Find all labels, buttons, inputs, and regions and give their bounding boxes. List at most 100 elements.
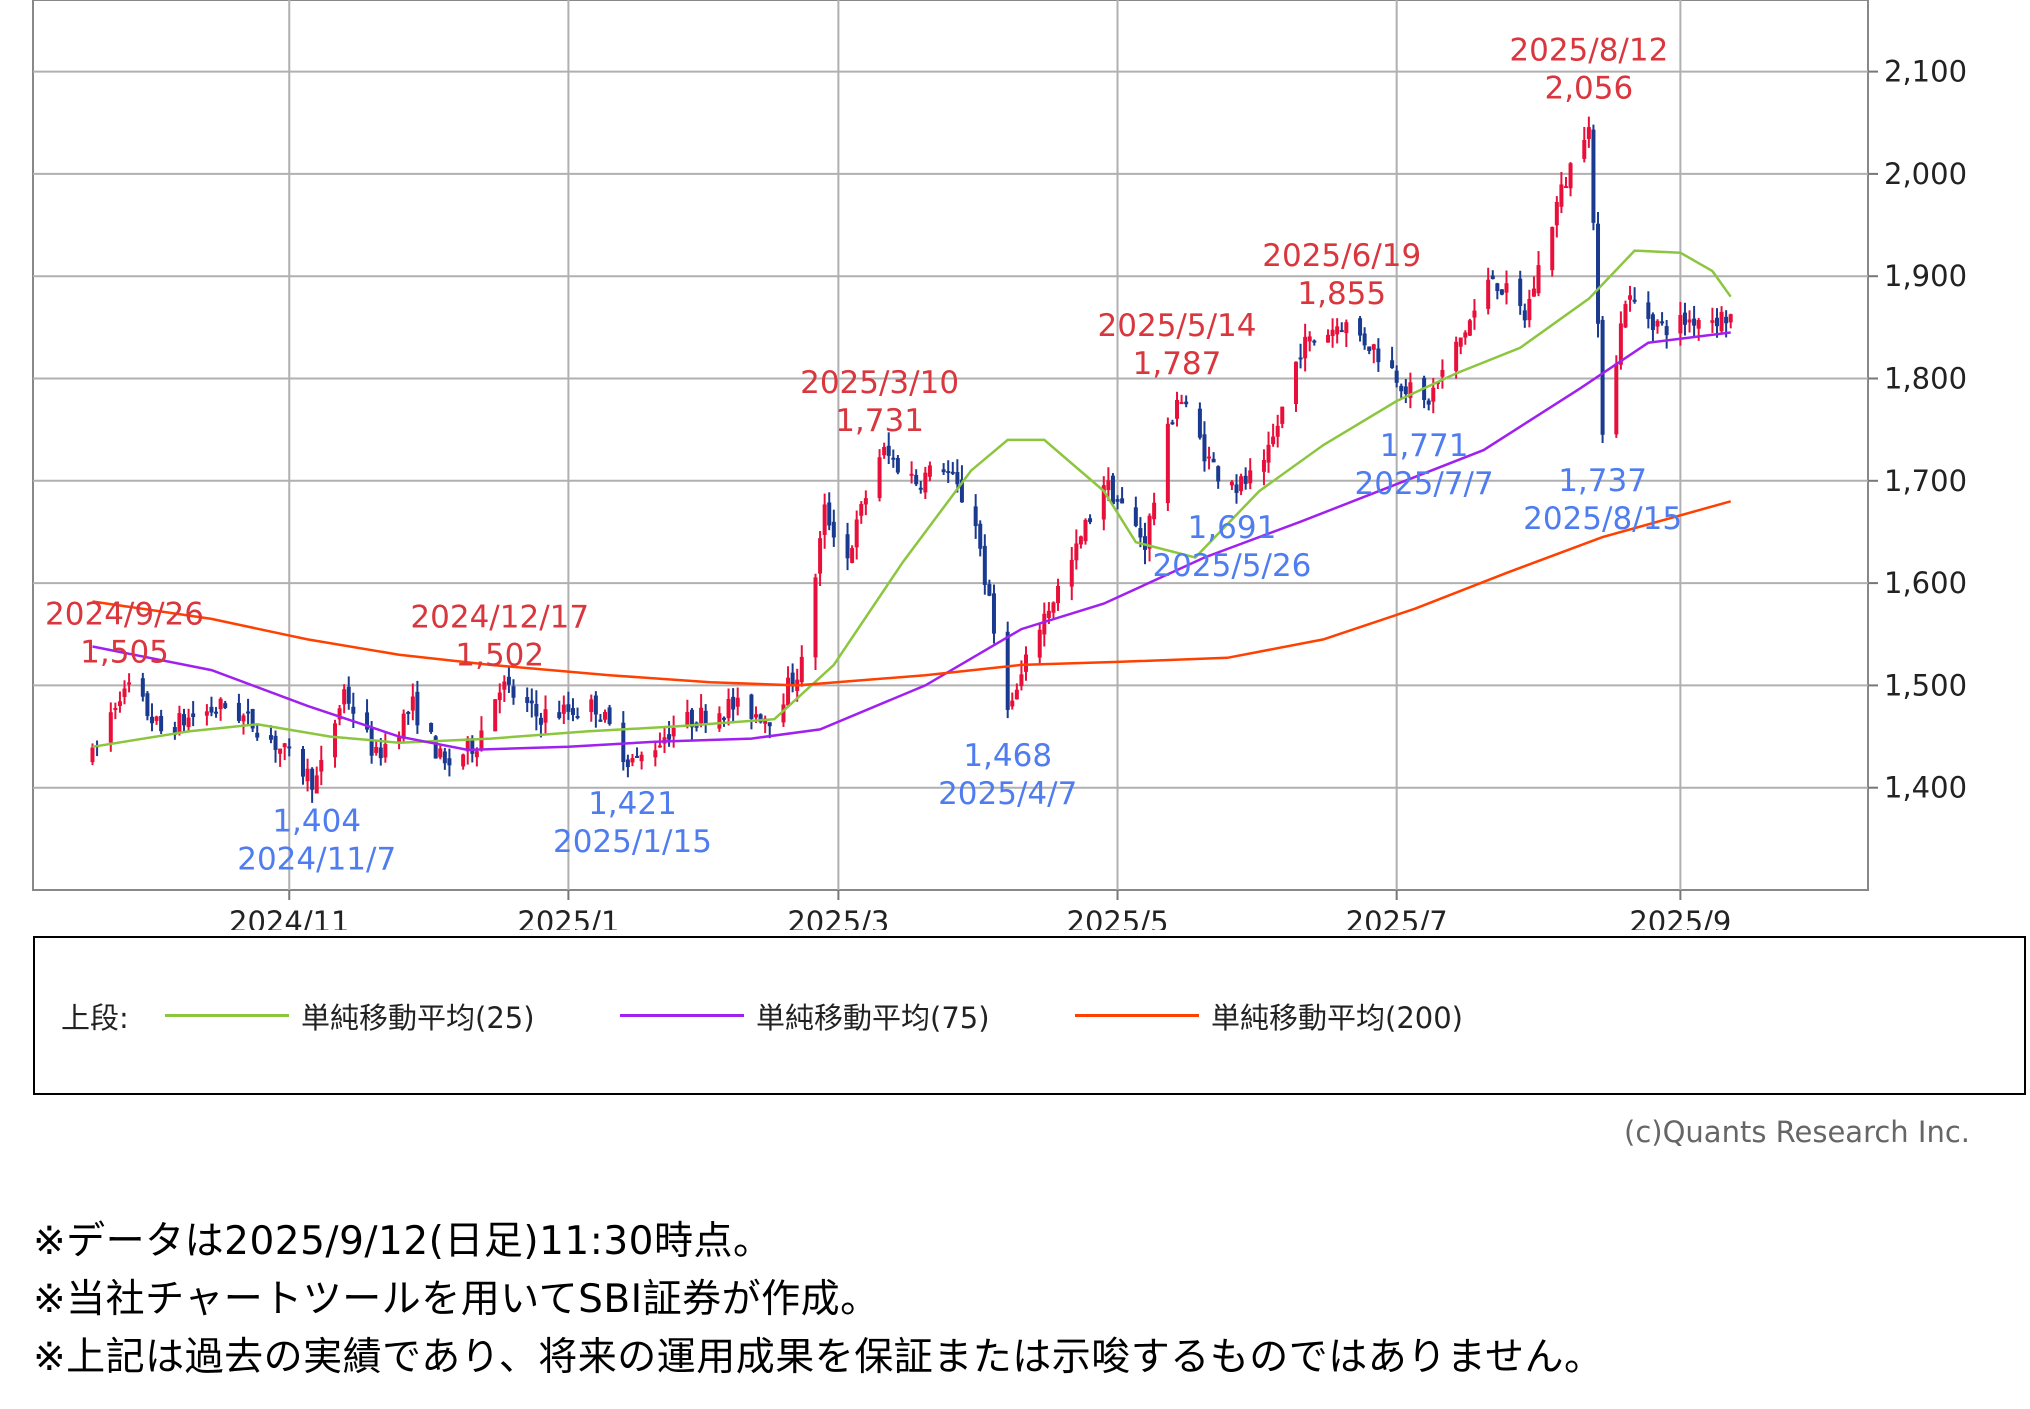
moving-average-line: [92, 331, 1731, 752]
legend-label-ma75: 単純移動平均(75): [756, 1000, 990, 1035]
candle-body: [790, 672, 795, 687]
candle-body: [561, 704, 566, 714]
candle-body: [946, 471, 951, 474]
candle-body: [1554, 201, 1559, 226]
candle-body: [305, 768, 310, 782]
annotation-value-label: 1,737: [1558, 463, 1647, 499]
candle-body: [1261, 459, 1266, 472]
candle-body: [818, 538, 823, 574]
candle-body: [799, 656, 804, 683]
candle-body: [1312, 340, 1317, 343]
annotation-value-label: 1,691: [1188, 510, 1277, 546]
legend-swatch-ma200: [1075, 1014, 1199, 1017]
candle-body: [1618, 323, 1623, 365]
candle-body: [859, 504, 864, 516]
candle-body: [506, 676, 511, 685]
candle-body: [1165, 423, 1170, 504]
candle-body: [827, 502, 832, 526]
candle-body: [991, 593, 996, 634]
candle-body: [1458, 337, 1463, 347]
candle-body: [342, 689, 347, 705]
candle-body: [749, 694, 754, 719]
plot-area: [32, 0, 1869, 891]
candle-body: [1678, 315, 1683, 334]
candle-body: [570, 708, 575, 715]
candle-body: [1207, 456, 1212, 459]
candle-body: [685, 712, 690, 726]
candle-body: [639, 754, 644, 762]
candle-body: [1197, 408, 1202, 438]
candle-body: [1426, 400, 1431, 405]
candle-body: [593, 695, 598, 715]
candle-body: [310, 768, 315, 790]
candle-body: [1339, 330, 1344, 333]
candle-body: [1243, 475, 1248, 484]
candle-body: [543, 709, 548, 723]
candle-body: [671, 728, 676, 737]
candle-body: [1628, 295, 1633, 300]
candle-body: [1724, 316, 1729, 324]
candle-body: [1710, 320, 1715, 323]
candle-body: [1499, 289, 1504, 295]
candle-body: [1531, 288, 1536, 297]
candle-body: [1133, 507, 1138, 526]
candle-body: [1614, 363, 1619, 435]
candle-body: [731, 696, 736, 710]
annotation-date-label: 2024/12/17: [410, 599, 589, 635]
candle-body: [108, 712, 113, 743]
candle-body: [502, 681, 507, 690]
annotation-date-label: 2025/8/12: [1509, 33, 1668, 69]
candle-body: [1211, 458, 1216, 463]
candle-body: [703, 710, 708, 725]
candle-body: [1454, 341, 1459, 371]
candle-body: [1467, 320, 1472, 336]
candle-body: [667, 734, 672, 740]
candle-body: [529, 700, 534, 704]
candle-body: [1714, 317, 1719, 327]
annotation-value-label: 1,404: [272, 804, 361, 840]
candle-body: [1390, 360, 1395, 368]
candle-body: [1490, 275, 1495, 280]
candle-body: [1367, 346, 1372, 352]
candle-body: [1536, 265, 1541, 294]
candle-body: [566, 704, 571, 712]
candle-body: [557, 712, 562, 719]
candle-body: [214, 711, 219, 714]
candle-body: [1184, 401, 1189, 405]
candle-body: [1046, 610, 1051, 618]
candle-body: [1408, 382, 1413, 398]
x-tick-label: 2025/9: [1629, 905, 1731, 930]
candle-body: [1101, 485, 1106, 520]
candle-body: [1239, 476, 1244, 492]
candle-body: [149, 716, 154, 724]
annotation-value-label: 1,505: [80, 634, 169, 670]
candle-body: [1275, 425, 1280, 437]
candle-body: [1014, 689, 1019, 700]
x-tick-label: 2024/11: [229, 905, 349, 930]
candle-body: [538, 717, 543, 725]
candle-body: [1623, 304, 1628, 328]
candle-body: [159, 715, 164, 732]
candle-body: [333, 723, 338, 758]
y-tick-label: 1,600: [1884, 566, 1967, 600]
candle-body: [511, 686, 516, 698]
y-tick-label: 1,400: [1884, 771, 1967, 805]
candle-body: [721, 717, 726, 720]
x-tick-label: 2025/7: [1346, 905, 1448, 930]
candle-body: [1229, 481, 1234, 486]
candle-body: [1600, 319, 1605, 435]
candle-body: [850, 548, 855, 563]
candle-body: [1110, 475, 1115, 505]
candle-body: [246, 711, 251, 714]
candle-body: [689, 709, 694, 728]
candle-body: [397, 735, 402, 742]
annotation-date-label: 2025/8/15: [1523, 501, 1682, 537]
candle-body: [273, 735, 278, 750]
y-tick-label: 1,500: [1884, 668, 1967, 702]
candle-body: [433, 736, 438, 759]
candle-body: [1010, 700, 1015, 707]
candle-body: [223, 703, 228, 708]
candle-body: [1234, 484, 1239, 493]
candle-body: [1280, 406, 1285, 424]
legend-label-ma25: 単純移動平均(25): [301, 1000, 535, 1035]
